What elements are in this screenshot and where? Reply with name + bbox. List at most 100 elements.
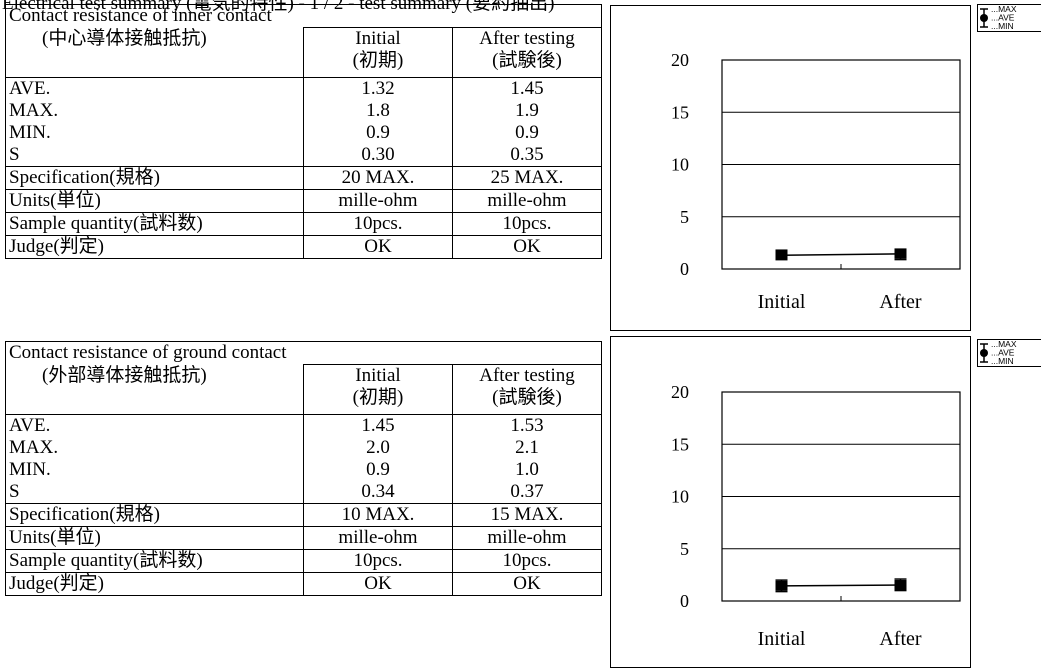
y-tick-label: 0 — [680, 591, 689, 611]
table-row: S 0.34 0.37 — [5, 481, 602, 504]
col-initial-header: Initial (初期) — [303, 364, 453, 415]
cell-initial: 20 MAX. — [303, 166, 453, 190]
cell-initial: mille-ohm — [303, 189, 453, 213]
table-row: Units(単位) mille-ohm mille-ohm — [5, 526, 602, 550]
table-subtitle: (外部導体接触抵抗) — [5, 364, 304, 415]
y-tick-label: 15 — [671, 102, 689, 122]
row-label: Sample quantity(試料数) — [5, 549, 304, 573]
cell-after: 0.9 — [452, 122, 602, 144]
col-after-header: After testing (試験後) — [452, 27, 602, 78]
table-row: Sample quantity(試料数) 10pcs. 10pcs. — [5, 212, 602, 236]
table-row: Specification(規格) 20 MAX. 25 MAX. — [5, 166, 602, 190]
cell-after: 1.0 — [452, 459, 602, 481]
table-row: MAX. 2.0 2.1 — [5, 437, 602, 459]
table-row: Units(単位) mille-ohm mille-ohm — [5, 189, 602, 213]
row-label: MIN. — [5, 122, 304, 144]
cell-after: 0.37 — [452, 481, 602, 504]
cell-after: 25 MAX. — [452, 166, 602, 190]
cell-initial: OK — [303, 235, 453, 259]
cell-initial: 0.9 — [303, 122, 453, 144]
table-title: Contact resistance of inner contact — [5, 4, 602, 28]
cell-after: 10pcs. — [452, 212, 602, 236]
x-tick-label: After — [879, 628, 922, 650]
point-ave — [894, 580, 907, 591]
cell-after: 1.45 — [452, 77, 602, 100]
x-tick-label: After — [879, 291, 922, 313]
cell-after: 1.9 — [452, 100, 602, 122]
row-label: MAX. — [5, 100, 304, 122]
cell-after: 10pcs. — [452, 549, 602, 573]
y-tick-label: 15 — [671, 434, 689, 454]
inner-contact-chart-svg: 0 5 10 15 20 Initial After — [671, 50, 961, 313]
row-label: AVE. — [5, 77, 304, 100]
cell-after: mille-ohm — [452, 526, 602, 550]
row-label: AVE. — [5, 414, 304, 437]
inner-contact-table: Contact resistance of inner contact (中心導… — [5, 4, 602, 259]
y-tick-label: 10 — [671, 487, 689, 507]
table-row: Judge(判定) OK OK — [5, 572, 602, 596]
legend-label-min: ...MIN — [991, 21, 1014, 31]
row-label: Specification(規格) — [5, 166, 304, 190]
legend-label-ave: ...AVE — [991, 348, 1015, 358]
cell-after: 15 MAX. — [452, 503, 602, 527]
chart-legend: ...MAX ...AVE ...MIN — [977, 339, 1041, 367]
table-row: MAX. 1.8 1.9 — [5, 100, 602, 122]
cell-after: mille-ohm — [452, 189, 602, 213]
legend-label-max: ...MAX — [991, 340, 1017, 349]
inner-contact-chart: 0 5 10 15 20 Initial After — [610, 5, 971, 331]
cell-initial: OK — [303, 572, 453, 596]
series-line-ave — [781, 584, 901, 587]
table-row: Specification(規格) 10 MAX. 15 MAX. — [5, 503, 602, 527]
cell-initial: 10pcs. — [303, 212, 453, 236]
row-label: Judge(判定) — [5, 235, 304, 259]
cell-initial: 1.8 — [303, 100, 453, 122]
cell-initial: 0.30 — [303, 144, 453, 167]
chart-legend: ...MAX ...AVE ...MIN — [977, 4, 1041, 32]
cell-initial: 0.9 — [303, 459, 453, 481]
legend-ave-marker — [980, 14, 988, 22]
cell-initial: 1.32 — [303, 77, 453, 100]
y-tick-label: 10 — [671, 155, 689, 175]
table-row: MIN. 0.9 0.9 — [5, 122, 602, 144]
col-after-header: After testing (試験後) — [452, 364, 602, 415]
table-row: S 0.30 0.35 — [5, 144, 602, 167]
point-ave — [775, 580, 788, 591]
legend-label-min: ...MIN — [991, 356, 1014, 366]
y-tick-label: 5 — [680, 207, 689, 227]
cell-initial: 2.0 — [303, 437, 453, 459]
row-label: Units(単位) — [5, 526, 304, 550]
row-label: S — [5, 144, 304, 167]
y-tick-label: 5 — [680, 539, 689, 559]
x-tick-label: Initial — [758, 291, 806, 313]
table-row: Judge(判定) OK OK — [5, 235, 602, 259]
legend-label-ave: ...AVE — [991, 13, 1015, 23]
ground-contact-chart: 0 5 10 15 20 Initial After — [610, 336, 971, 668]
row-label: S — [5, 481, 304, 504]
cell-initial: 1.45 — [303, 414, 453, 437]
row-label: Sample quantity(試料数) — [5, 212, 304, 236]
point-ave — [775, 250, 788, 261]
table-title: Contact resistance of ground contact — [5, 341, 602, 365]
row-label: Units(単位) — [5, 189, 304, 213]
cell-after: 0.35 — [452, 144, 602, 167]
y-tick-label: 20 — [671, 50, 689, 70]
col-initial-header: Initial (初期) — [303, 27, 453, 78]
row-label: Judge(判定) — [5, 572, 304, 596]
row-label: Specification(規格) — [5, 503, 304, 527]
legend-ave-marker — [980, 349, 988, 357]
cell-initial: 0.34 — [303, 481, 453, 504]
table-row: AVE. 1.32 1.45 — [5, 77, 602, 100]
row-label: MAX. — [5, 437, 304, 459]
ground-contact-chart-svg: 0 5 10 15 20 Initial After — [671, 382, 961, 650]
y-tick-label: 20 — [671, 382, 689, 402]
x-tick-label: Initial — [758, 628, 806, 650]
y-tick-label: 0 — [680, 259, 689, 279]
point-ave — [894, 248, 907, 259]
legend-label-max: ...MAX — [991, 5, 1017, 14]
cell-after: 1.53 — [452, 414, 602, 437]
ground-contact-table: Contact resistance of ground contact (外部… — [5, 341, 602, 596]
table-row: MIN. 0.9 1.0 — [5, 459, 602, 481]
table-subtitle: (中心導体接触抵抗) — [5, 27, 304, 78]
cell-after: OK — [452, 572, 602, 596]
table-row: AVE. 1.45 1.53 — [5, 414, 602, 437]
